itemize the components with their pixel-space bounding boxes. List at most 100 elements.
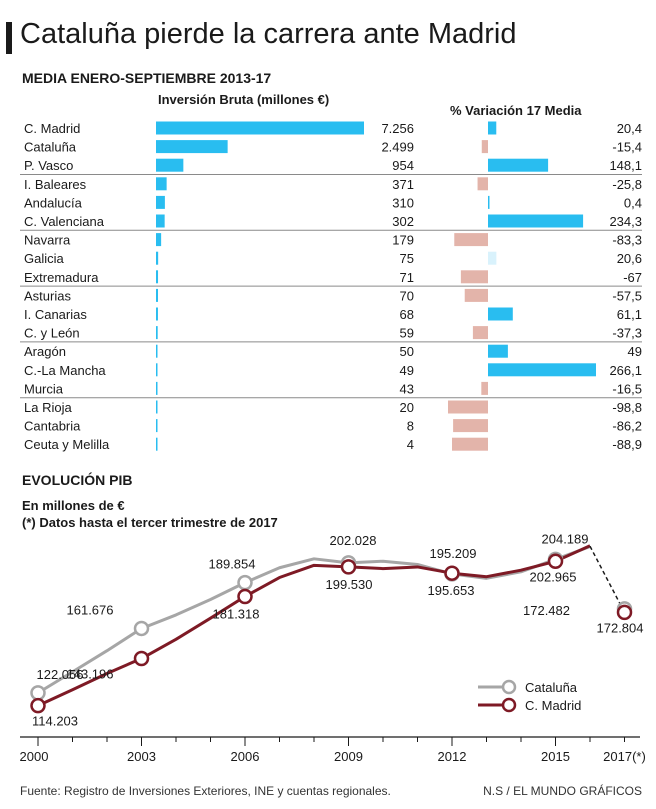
region-label: La Rioja bbox=[24, 400, 72, 415]
point-label-madrid: 143.196 bbox=[67, 667, 114, 682]
variation-bar bbox=[488, 307, 513, 321]
investment-value: 8 bbox=[407, 419, 414, 434]
region-label: Cantabria bbox=[24, 419, 81, 434]
x-tick-label: 2012 bbox=[438, 749, 467, 764]
investment-value: 7.256 bbox=[381, 121, 414, 136]
point-label-madrid: 181.318 bbox=[213, 607, 260, 622]
investment-value: 179 bbox=[392, 233, 414, 248]
investment-bar bbox=[156, 381, 158, 395]
x-tick-label: 2003 bbox=[127, 749, 156, 764]
variation-bar bbox=[454, 233, 488, 247]
variation-bar bbox=[488, 158, 549, 172]
variation-bar bbox=[488, 214, 584, 228]
region-label: Extremadura bbox=[24, 270, 99, 285]
investment-bar bbox=[156, 214, 165, 228]
gdp-section-title: EVOLUCIÓN PIB bbox=[22, 472, 133, 488]
point-label-cataluna: 189.854 bbox=[209, 557, 256, 572]
investment-bar bbox=[156, 195, 165, 209]
source-note: Fuente: Registro de Inversiones Exterior… bbox=[20, 784, 391, 798]
variation-value: 0,4 bbox=[624, 195, 642, 210]
variation-bar bbox=[452, 437, 488, 451]
variation-value: 234,3 bbox=[609, 214, 642, 229]
variation-value: -88,9 bbox=[612, 437, 642, 452]
x-tick-label: 2015 bbox=[541, 749, 570, 764]
investment-bar bbox=[156, 270, 159, 284]
variation-value: -15,4 bbox=[612, 140, 642, 155]
variation-value: -67 bbox=[623, 270, 642, 285]
region-label: Andalucía bbox=[24, 195, 83, 210]
x-tick-label: 2000 bbox=[20, 749, 49, 764]
investment-value: 49 bbox=[400, 363, 414, 378]
investment-value: 310 bbox=[392, 195, 414, 210]
region-label: I. Canarias bbox=[24, 307, 87, 322]
variation-bar bbox=[488, 121, 497, 135]
investment-value: 4 bbox=[407, 437, 414, 452]
gdp-subtitle-note: (*) Datos hasta el tercer trimestre de 2… bbox=[22, 515, 278, 530]
region-label: C. y León bbox=[24, 326, 80, 341]
variation-bar bbox=[488, 363, 596, 377]
investment-bar bbox=[156, 363, 158, 377]
variation-value: 20,4 bbox=[617, 121, 642, 136]
variation-value: -57,5 bbox=[612, 288, 642, 303]
point-label-madrid: 195.653 bbox=[428, 583, 475, 598]
gdp-subtitle-units: En millones de € bbox=[22, 498, 125, 513]
investment-value: 954 bbox=[392, 158, 414, 173]
series-line-madrid bbox=[37, 544, 591, 708]
variation-value: -86,2 bbox=[612, 419, 642, 434]
point-label-cataluna: 161.676 bbox=[67, 602, 114, 617]
region-label: Ceuta y Melilla bbox=[24, 437, 110, 452]
investment-value: 50 bbox=[400, 344, 414, 359]
credit-note: N.S / EL MUNDO GRÁFICOS bbox=[483, 784, 642, 798]
variation-bar bbox=[488, 195, 490, 209]
series-line-cataluna bbox=[37, 545, 591, 695]
title-accent-bar bbox=[6, 22, 12, 54]
x-tick-label: 2006 bbox=[231, 749, 260, 764]
investment-bar bbox=[156, 400, 158, 414]
investment-bar bbox=[156, 251, 159, 265]
marker-madrid bbox=[444, 565, 460, 581]
variation-value: -98,8 bbox=[612, 400, 642, 415]
variation-bar bbox=[453, 419, 488, 433]
region-label: Murcia bbox=[24, 381, 64, 396]
x-tick-label: 2017(*) bbox=[603, 749, 646, 764]
variation-value: -16,5 bbox=[612, 381, 642, 396]
variation-value: -83,3 bbox=[612, 233, 642, 248]
investment-value: 71 bbox=[400, 270, 414, 285]
investment-bar bbox=[156, 307, 158, 321]
point-label-cataluna: 122.056 bbox=[37, 667, 84, 682]
legend-label-madrid: C. Madrid bbox=[525, 698, 581, 713]
point-label-cataluna: 172.482 bbox=[523, 603, 570, 618]
variation-bar bbox=[460, 270, 488, 284]
investment-bar bbox=[156, 419, 158, 433]
investment-bar bbox=[156, 326, 158, 340]
variation-value: -37,3 bbox=[612, 326, 642, 341]
marker-madrid bbox=[133, 650, 150, 667]
region-label: Galicia bbox=[24, 251, 65, 266]
investment-bar bbox=[156, 344, 158, 358]
legend-marker-cataluna bbox=[501, 679, 517, 695]
variation-value: 61,1 bbox=[617, 307, 642, 322]
investment-value: 75 bbox=[400, 251, 414, 266]
variation-bar bbox=[477, 177, 488, 191]
investment-chart: Inversión Bruta (millones €) % Variación… bbox=[20, 92, 642, 452]
page-title: Cataluña pierde la carrera ante Madrid bbox=[20, 18, 517, 50]
investment-bar bbox=[156, 121, 364, 135]
variation-value: 266,1 bbox=[609, 363, 642, 378]
marker-madrid bbox=[547, 553, 564, 570]
region-label: Asturias bbox=[24, 288, 71, 303]
point-label-madrid: 199.530 bbox=[326, 577, 373, 592]
investment-value: 59 bbox=[400, 326, 414, 341]
marker-cataluna bbox=[30, 685, 46, 701]
investment-value: 371 bbox=[392, 177, 414, 192]
variation-bar bbox=[472, 326, 488, 340]
investment-value: 302 bbox=[392, 214, 414, 229]
marker-cataluna bbox=[133, 620, 150, 637]
investment-bar bbox=[156, 140, 228, 154]
legend-marker-madrid bbox=[501, 697, 517, 713]
variation-bar bbox=[488, 251, 497, 265]
region-label: C.-La Mancha bbox=[24, 363, 106, 378]
region-label: Aragón bbox=[24, 344, 66, 359]
variation-value: 148,1 bbox=[609, 158, 642, 173]
investment-bar bbox=[156, 177, 167, 191]
gdp-chart: 2000 2003 2006 2009 2012 2015 2017(*) 122.056 16… bbox=[20, 531, 646, 764]
